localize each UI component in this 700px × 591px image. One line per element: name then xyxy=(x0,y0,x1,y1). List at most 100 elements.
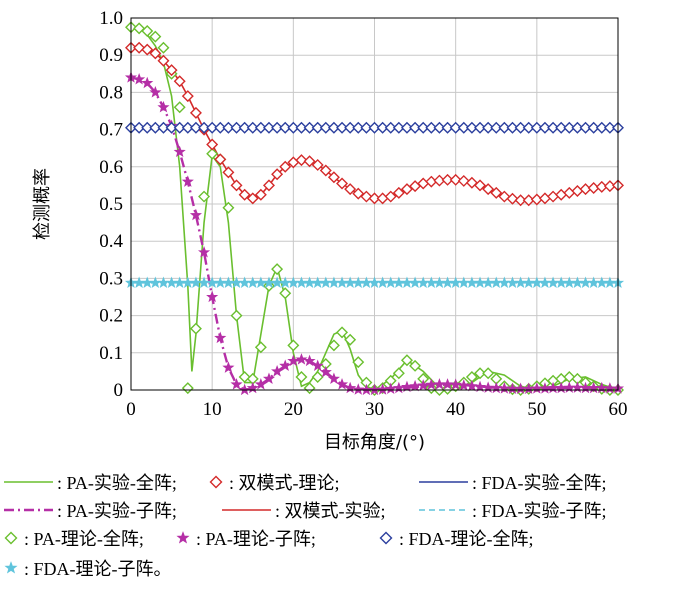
y-tick-label: 0 xyxy=(114,380,124,401)
data-point xyxy=(409,359,422,372)
data-point xyxy=(157,41,170,54)
legend-item: : FDA-实验-全阵; xyxy=(415,470,607,494)
legend-swatch xyxy=(379,531,393,545)
data-point xyxy=(441,121,454,134)
data-point xyxy=(522,121,535,134)
data-point xyxy=(279,287,292,300)
data-point xyxy=(368,121,381,134)
data-point xyxy=(238,188,251,201)
data-point xyxy=(336,121,349,134)
data-point xyxy=(198,121,211,134)
data-point xyxy=(238,383,251,396)
legend-label: : FDA-实验-全阵; xyxy=(472,473,607,493)
data-point xyxy=(295,370,308,383)
data-point xyxy=(230,179,243,192)
data-point xyxy=(449,378,462,390)
data-point xyxy=(295,154,308,167)
data-point xyxy=(473,380,487,393)
x-tick-label: 40 xyxy=(446,399,465,420)
data-point xyxy=(206,121,219,134)
data-point xyxy=(279,160,292,173)
data-point xyxy=(587,121,600,134)
data-point xyxy=(181,121,194,134)
data-point xyxy=(392,381,405,394)
y-tick-label: 0.7 xyxy=(99,120,123,141)
y-tick-label: 0.1 xyxy=(99,343,123,364)
data-point xyxy=(254,341,267,354)
data-point xyxy=(392,186,405,199)
data-point xyxy=(327,171,340,184)
series-markers-8 xyxy=(125,121,624,134)
data-point xyxy=(279,359,292,371)
data-point xyxy=(498,382,511,394)
legend-swatch xyxy=(222,509,271,511)
x-tick-label: 50 xyxy=(527,399,546,420)
data-point xyxy=(441,378,454,390)
series-markers-9 xyxy=(124,276,625,289)
data-point xyxy=(400,121,413,134)
data-point xyxy=(376,121,389,134)
data-point xyxy=(384,190,397,203)
legend-marker xyxy=(379,531,393,545)
data-point xyxy=(327,372,340,384)
y-axis-label: 检测概率 xyxy=(32,168,53,240)
data-point xyxy=(506,121,519,134)
data-point xyxy=(262,372,276,384)
data-point xyxy=(417,121,430,134)
data-point xyxy=(279,121,292,134)
data-point xyxy=(457,379,470,391)
data-point xyxy=(457,121,470,134)
legend-item: : FDA-理论-子阵。 xyxy=(0,556,172,580)
legend-label: : PA-理论-全阵; xyxy=(24,529,144,549)
data-point xyxy=(262,121,275,134)
legend-item: : FDA-理论-全阵; xyxy=(375,526,534,550)
data-point xyxy=(336,326,349,339)
y-tick-label: 0.3 xyxy=(99,268,123,289)
data-point xyxy=(311,370,324,383)
legend-swatch xyxy=(4,531,18,545)
data-point xyxy=(368,192,381,205)
data-point xyxy=(482,121,495,134)
data-point xyxy=(222,121,235,134)
legend: : PA-实验-全阵;: 双模式-理论;: FDA-实验-全阵;: PA-实验-… xyxy=(0,470,700,591)
data-point xyxy=(547,190,560,203)
data-point xyxy=(246,381,259,394)
data-point xyxy=(238,121,251,134)
data-point xyxy=(571,121,584,134)
data-point xyxy=(506,192,519,205)
data-point xyxy=(149,86,162,98)
legend-item: : PA-实验-全阵; xyxy=(0,470,177,494)
data-point xyxy=(579,121,592,134)
data-point xyxy=(474,121,487,134)
data-point xyxy=(246,192,259,205)
data-point xyxy=(271,121,284,134)
data-point xyxy=(474,179,487,192)
data-point xyxy=(173,121,186,134)
data-point xyxy=(254,188,267,201)
data-point xyxy=(222,201,235,214)
legend-swatch xyxy=(176,531,190,544)
data-point xyxy=(376,192,389,205)
data-point xyxy=(360,121,373,134)
data-point xyxy=(230,378,243,390)
data-point xyxy=(514,194,527,207)
y-tick-label: 1.0 xyxy=(99,8,123,29)
data-point xyxy=(303,354,316,367)
data-point xyxy=(198,246,211,258)
y-tick-label: 0.9 xyxy=(99,45,123,66)
legend-marker xyxy=(176,531,190,544)
data-point xyxy=(165,64,178,77)
data-point xyxy=(246,121,259,134)
legend-swatch xyxy=(4,508,53,512)
data-point xyxy=(327,339,340,352)
data-point xyxy=(352,187,365,200)
data-point xyxy=(482,183,495,196)
data-point xyxy=(547,121,560,134)
legend-label: : PA-理论-子阵; xyxy=(196,529,316,549)
data-point xyxy=(230,121,243,134)
data-point xyxy=(319,164,332,177)
data-point xyxy=(538,192,551,205)
data-point xyxy=(490,121,503,134)
data-point xyxy=(287,121,300,134)
data-point xyxy=(327,121,340,134)
